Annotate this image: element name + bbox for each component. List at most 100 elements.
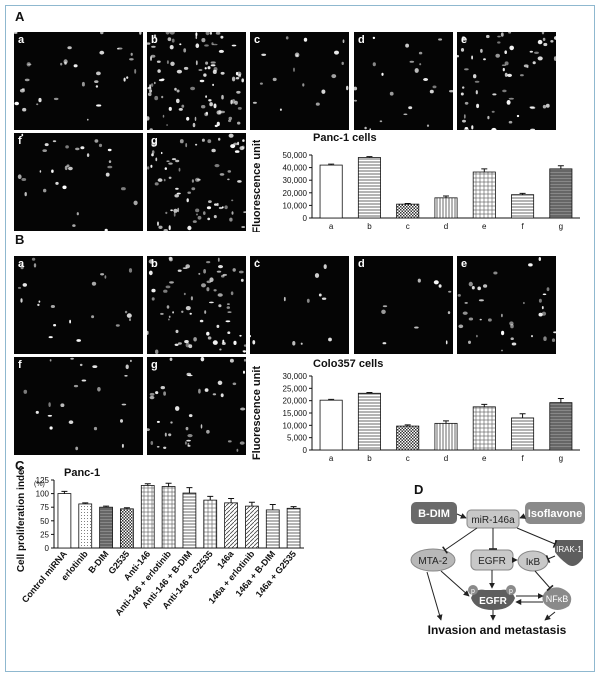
fluorescent-cell: [462, 119, 466, 123]
panel-letter-b: B: [15, 232, 25, 247]
fluorescent-cell: [502, 89, 507, 93]
micrograph-label: b: [151, 258, 158, 270]
error-bar: [443, 195, 449, 198]
fluorescent-cell: [212, 340, 218, 345]
fluorescent-cell: [53, 324, 57, 327]
fluorescent-cell: [285, 36, 289, 40]
fluorescent-cell: [191, 179, 194, 183]
fluorescent-cell: [538, 257, 541, 261]
fluorescent-cell: [21, 133, 24, 137]
fluorescent-cell: [177, 207, 180, 213]
bar-a: [319, 164, 343, 219]
chart-title-panc1: Panc-1: [64, 467, 100, 479]
error-bar: [61, 490, 68, 494]
fluorescent-cell: [501, 64, 506, 66]
error-bar: [144, 483, 151, 486]
fluorescent-cell: [243, 344, 246, 347]
fluorescent-cell: [185, 426, 189, 431]
fluorescent-cell: [185, 306, 191, 311]
fluorescent-cell: [31, 257, 36, 261]
fluorescent-cell: [237, 107, 242, 110]
fluorescent-cell: [177, 342, 182, 345]
fluorescent-cell: [243, 350, 246, 353]
fluorescent-cell: [169, 281, 174, 284]
fluorescent-cell: [261, 53, 267, 56]
fluorescent-cell: [175, 187, 179, 190]
fluorescent-cell: [364, 126, 367, 130]
fluorescent-cell: [148, 92, 152, 97]
fluorescent-cell: [423, 78, 429, 81]
fluorescent-cell: [158, 79, 164, 82]
micrograph-b-g: g: [147, 357, 246, 455]
fluorescent-cell: [219, 348, 222, 351]
fluorescent-cell: [179, 139, 184, 144]
fluorescent-cell: [211, 42, 214, 46]
fluorescent-cell: [176, 192, 181, 195]
fluorescent-cell: [240, 278, 244, 282]
fluorescent-cell: [429, 89, 434, 94]
fluorescent-cell: [389, 91, 394, 96]
fluorescent-cell: [149, 395, 155, 400]
fluorescent-cell: [321, 89, 326, 94]
fluorescent-cell: [156, 446, 160, 448]
y-tick-label: 50,000: [283, 151, 308, 160]
fluorescent-cell: [511, 342, 517, 346]
fluorescent-cell: [20, 298, 23, 303]
fluorescent-cell: [53, 97, 59, 101]
fluorescent-cell: [464, 68, 469, 71]
fluorescent-cell: [542, 37, 546, 41]
fluorescent-cell: [382, 305, 388, 308]
error-bar: [443, 420, 449, 424]
fluorescent-cell: [201, 38, 206, 43]
fluorescent-cell: [252, 340, 256, 345]
y-tick-label: 5,000: [287, 434, 308, 443]
fluorescent-cell: [81, 379, 87, 382]
micrograph-b-d: d: [354, 256, 453, 354]
fluorescent-cell: [220, 393, 224, 398]
bar-b: [357, 157, 381, 219]
fluorescent-cell: [160, 151, 163, 155]
fluorescent-cell: [169, 357, 173, 361]
x-tick-label: b: [367, 222, 372, 231]
micrograph-a-f: f: [14, 133, 143, 231]
fluorescent-cell: [233, 340, 237, 345]
y-tick-label: 125: [36, 476, 50, 485]
x-tick-label: d: [444, 222, 448, 231]
fluorescent-cell: [216, 202, 219, 207]
fluorescent-cell: [47, 414, 53, 417]
fluorescent-cell: [21, 178, 27, 181]
proliferation-chart: Panc-1 Cell proliferation index (%) 0 25 50 75…: [16, 466, 304, 618]
error-bar: [519, 413, 526, 418]
fluorescent-cell: [17, 286, 22, 289]
irak1-label: IRAK-1: [556, 545, 582, 554]
y-axis-label: Fluorescence unit: [251, 140, 263, 232]
fluorescent-cell: [169, 45, 174, 50]
y-tick-label: 30,000: [283, 176, 308, 185]
fluorescent-cell: [259, 82, 263, 85]
fluorescent-cell: [139, 32, 142, 35]
micrograph-a-c: c: [250, 32, 349, 130]
fluorescent-cell: [73, 384, 79, 388]
bar-e: [472, 406, 496, 451]
fluorescent-cell: [553, 56, 556, 61]
fluorescent-cell: [405, 43, 409, 48]
micrograph-b-c: c: [250, 256, 349, 354]
fluorescent-cell: [196, 213, 198, 216]
fluorescent-cell: [168, 225, 171, 231]
error-bar: [519, 192, 526, 195]
fluorescent-cell: [170, 209, 173, 212]
error-bar: [228, 497, 235, 503]
error-bar: [366, 392, 373, 394]
bar-8: [203, 499, 218, 549]
fluorescent-cell: [170, 421, 173, 424]
fluorescent-cell: [354, 86, 358, 91]
fluorescent-cell: [62, 185, 67, 190]
fluorescent-cell: [175, 329, 179, 334]
fluorescent-cell: [75, 446, 79, 451]
bar-5: [140, 485, 155, 549]
micrograph-label: e: [461, 34, 468, 46]
y-axis-unit: (%): [34, 481, 45, 488]
fluorescent-cell: [184, 441, 187, 445]
bar-a: [319, 399, 343, 451]
micrograph-b-e: e: [457, 256, 556, 354]
